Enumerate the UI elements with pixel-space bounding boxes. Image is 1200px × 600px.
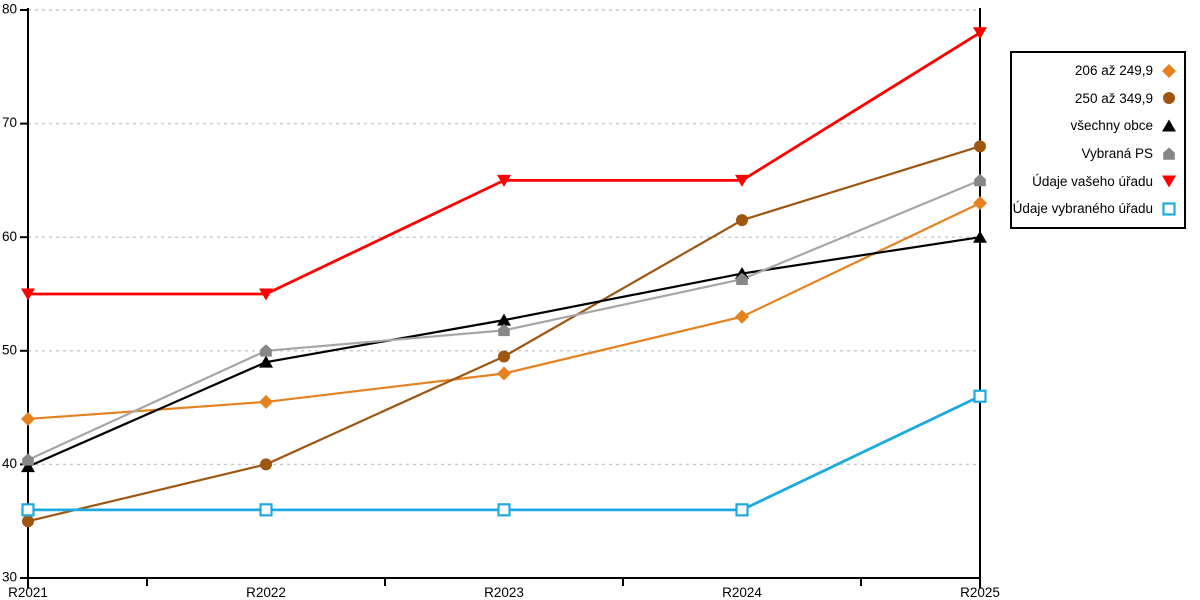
x-tick-label: R2024 <box>722 585 762 600</box>
open-square-marker-icon <box>259 503 273 517</box>
x-tick-label: R2025 <box>960 585 1000 600</box>
legend-item-1: 250 až 349,9 <box>1014 85 1178 111</box>
y-tick-label: 50 <box>2 342 17 357</box>
circle-marker-icon <box>1163 92 1175 105</box>
triangle-down-legend-marker-icon <box>1162 175 1176 188</box>
legend-item-5: Údaje vybraného úřadu <box>1012 196 1178 222</box>
triangle-down-marker-icon <box>259 288 273 301</box>
series-line-5 <box>28 394 981 512</box>
pentagon-legend-marker-icon <box>1163 147 1175 160</box>
open-square-marker-icon <box>1162 202 1176 216</box>
legend-item-label: Vybraná PS <box>1081 146 1153 162</box>
triangle-up-marker-icon <box>259 355 273 368</box>
triangle-down-marker-icon <box>735 174 749 187</box>
triangle-up-marker-icon <box>21 460 35 473</box>
triangle-down-marker-icon <box>21 288 35 301</box>
open-square-marker-icon <box>735 503 749 517</box>
square-open-legend-marker-icon <box>1162 202 1176 216</box>
pentagon-marker-icon <box>260 344 272 357</box>
x-tick-label: R2021 <box>8 585 48 600</box>
triangle-up-marker-icon <box>973 230 987 243</box>
triangle-down-marker-icon <box>1162 175 1176 188</box>
circle-marker-icon <box>736 214 748 227</box>
legend-item-label: Údaje vašeho úřadu <box>1032 173 1153 189</box>
y-tick-label: 30 <box>2 570 17 585</box>
diamond-legend-marker-icon <box>1162 63 1176 78</box>
triangle-down-marker-icon <box>973 27 987 40</box>
triangle-down-marker-icon <box>497 174 511 187</box>
triangle-up-marker-icon <box>497 313 511 326</box>
circle-legend-marker-icon <box>1163 92 1175 105</box>
diamond-marker-icon <box>259 394 273 409</box>
y-tick-label: 80 <box>2 2 17 17</box>
legend-item-4: Údaje vašeho úřadu <box>1014 168 1178 194</box>
diamond-marker-icon <box>735 309 749 324</box>
open-square-marker-icon <box>21 503 35 517</box>
open-square-marker-icon <box>497 503 511 517</box>
y-tick-label: 60 <box>2 229 17 244</box>
x-tick-label: R2023 <box>484 585 524 600</box>
chart-legend: 206 až 249,9 250 až 349,9 všechny obce Vybr… <box>1010 51 1186 229</box>
pentagon-marker-icon <box>736 272 748 286</box>
circle-marker-icon <box>260 458 272 471</box>
circle-marker-icon <box>498 350 510 363</box>
triangle-up-marker-icon <box>1162 119 1176 132</box>
pentagon-marker-icon <box>974 173 986 187</box>
legend-item-0: 206 až 249,9 <box>1014 58 1178 84</box>
circle-marker-icon <box>22 515 34 528</box>
open-square-marker-icon <box>973 389 987 403</box>
legend-item-label: všechny obce <box>1070 118 1153 134</box>
legend-item-2: všechny obce <box>1014 113 1178 139</box>
pentagon-marker-icon <box>1163 147 1175 160</box>
y-tick-label: 40 <box>2 456 17 471</box>
triangle-up-legend-marker-icon <box>1162 119 1176 132</box>
legend-item-label: 206 až 249,9 <box>1074 63 1153 79</box>
diamond-marker-icon <box>1162 63 1176 78</box>
pentagon-marker-icon <box>22 453 34 466</box>
legend-item-label: 250 až 349,9 <box>1074 90 1153 106</box>
pentagon-marker-icon <box>498 323 510 337</box>
diamond-marker-icon <box>973 196 987 211</box>
legend-item-label: Údaje vybraného úřadu <box>1012 201 1153 217</box>
circle-marker-icon <box>974 140 986 153</box>
series-line-0 <box>27 202 981 421</box>
x-tick-label: R2022 <box>246 585 286 600</box>
legend-item-3: Vybraná PS <box>1014 141 1178 167</box>
diamond-marker-icon <box>21 411 35 426</box>
y-tick-label: 70 <box>2 115 17 130</box>
diamond-marker-icon <box>497 366 511 381</box>
series-line-4 <box>28 31 981 296</box>
